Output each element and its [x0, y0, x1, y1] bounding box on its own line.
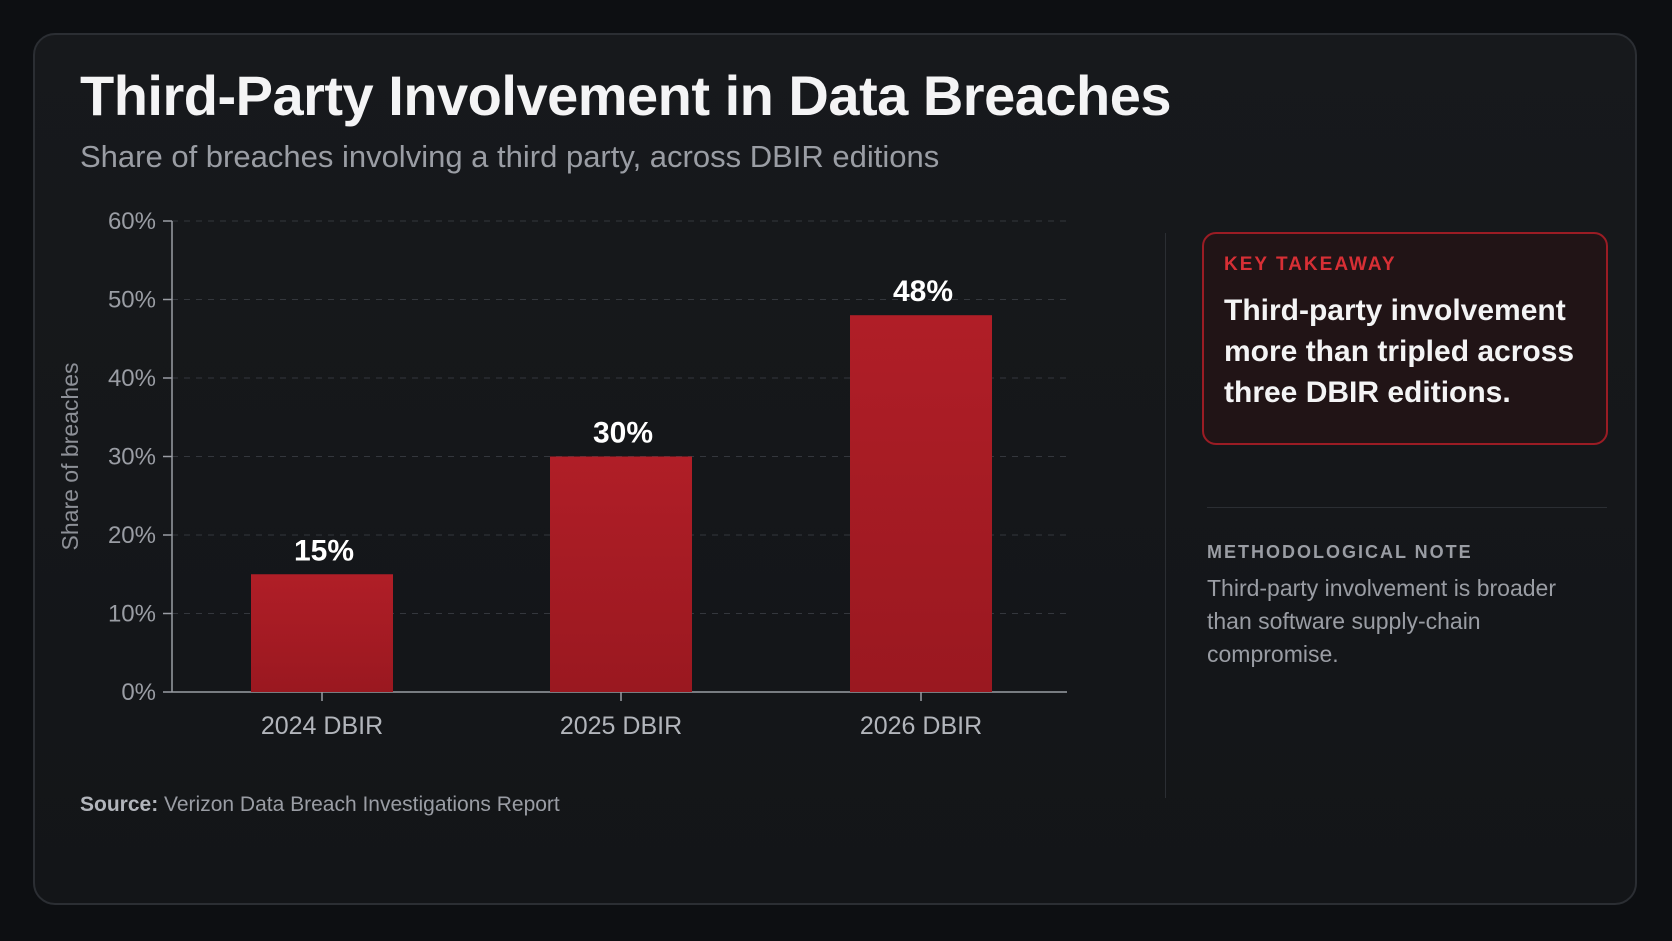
bar	[251, 574, 393, 692]
source-text: Verizon Data Breach Investigations Repor…	[164, 793, 560, 816]
key-takeaway-text: Third-party involvement more than triple…	[1224, 294, 1575, 409]
bar-value-label: 30%	[593, 417, 653, 450]
bar-value-label: 48%	[893, 275, 953, 308]
x-tick-label: 2025 DBIR	[560, 712, 682, 740]
y-tick-label: 50%	[108, 287, 156, 314]
horizontal-divider	[1207, 507, 1607, 508]
x-tick-label: 2026 DBIR	[860, 712, 982, 740]
y-tick-label: 40%	[108, 365, 156, 392]
bar-value-label: 15%	[294, 534, 354, 567]
key-takeaway-box: KEY TAKEAWAY Third-party involvement mor…	[1202, 232, 1608, 445]
methodological-note-text: Third-party involvement is broader than …	[1207, 575, 1556, 667]
y-tick-label: 10%	[108, 601, 156, 628]
chart-title: Third-Party Involvement in Data Breaches	[80, 64, 1172, 127]
chart-card: Third-Party Involvement in Data Breaches…	[33, 33, 1637, 905]
key-takeaway-label: KEY TAKEAWAY	[1224, 254, 1397, 275]
bar	[850, 315, 992, 692]
y-axis-label: Share of breaches	[57, 363, 83, 551]
y-tick-label: 30%	[108, 444, 156, 471]
vertical-divider	[1165, 233, 1166, 798]
x-tick-label: 2024 DBIR	[261, 712, 383, 740]
y-tick-label: 0%	[121, 679, 156, 706]
source-line: Source: Verizon Data Breach Investigatio…	[80, 793, 560, 817]
chart-subtitle: Share of breaches involving a third part…	[80, 139, 940, 174]
y-tick-label: 60%	[108, 208, 156, 235]
bar	[550, 456, 692, 692]
methodological-note-label: METHODOLOGICAL NOTE	[1207, 542, 1473, 562]
bar-chart: 0% 10% 20% 30% 40% 50% 60% Share of breaches 15%…	[57, 208, 1067, 740]
y-tick-label: 20%	[108, 522, 156, 549]
source-label: Source:	[80, 793, 159, 816]
